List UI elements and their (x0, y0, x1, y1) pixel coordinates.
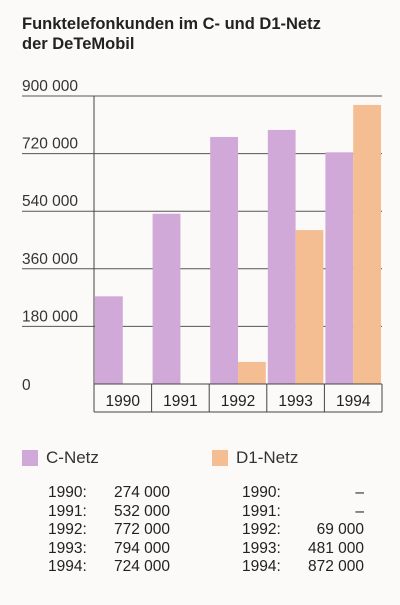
table-row: 1993: 481 000 (242, 540, 364, 559)
bar-c-netz-1992 (210, 136, 238, 384)
title-line-1: Funktelefonkunden im C- und D1-Netz (22, 15, 321, 33)
table-row: 1993: 794 000 (48, 540, 170, 559)
legend-label-c-netz: C-Netz (46, 448, 99, 467)
table-year: 1991: (48, 502, 87, 520)
legend-c-netz: C-Netz (22, 446, 99, 470)
y-tick-label: 900 000 (22, 80, 78, 95)
table-d1-netz: 1990: – 1991: – 1992: 69 000 1993: 481 000 1… (242, 484, 364, 577)
table-row: 1990: – (242, 484, 364, 503)
y-tick-label: 540 000 (22, 193, 78, 210)
bar-d1-netz-1993 (295, 230, 324, 384)
legend-swatch-c-netz (22, 450, 38, 466)
table-year: 1993: (242, 539, 281, 557)
table-value: 481 000 (307, 539, 364, 557)
table-value: 794 000 (113, 539, 170, 557)
table-c-netz: 1990: 274 000 1991: 532 000 1992: 772 000 1… (48, 484, 170, 577)
table-value: 69 000 (316, 521, 364, 538)
bar-chart: 0 180 000 360 000 540 000 720 000 900 000 199… (22, 80, 383, 413)
table-year: 1994: (242, 558, 281, 575)
table-value: 772 000 (113, 521, 170, 538)
title-line-2: der DeTeMobil (22, 35, 135, 53)
y-tick-label: 180 000 (22, 308, 78, 325)
table-value: – (355, 502, 364, 520)
bar-c-netz-1993 (267, 129, 296, 384)
table-row: 1992: 69 000 (242, 521, 364, 540)
table-year: 1994: (48, 558, 87, 575)
table-value: 532 000 (113, 502, 170, 520)
table-row: 1991: 532 000 (48, 503, 170, 522)
table-year: 1992: (242, 521, 281, 538)
chart-title: Funktelefonkunden im C- und D1-Netz der … (22, 14, 392, 54)
legend-swatch-d1-netz (212, 450, 228, 466)
y-tick-label: 360 000 (22, 251, 78, 268)
x-tick-label: 1994 (336, 393, 371, 410)
legend-label-d1-netz: D1-Netz (236, 448, 299, 467)
table-year: 1991: (242, 502, 281, 520)
bar-c-netz-1994 (325, 152, 354, 384)
table-year: 1992: (48, 521, 87, 538)
table-year: 1993: (48, 539, 87, 557)
table-year: 1990: (48, 484, 87, 501)
table-row: 1990: 274 000 (48, 484, 170, 503)
table-value: – (355, 484, 364, 501)
table-row: 1994: 724 000 (48, 558, 170, 577)
x-tick-label: 1993 (278, 393, 312, 410)
bar-d1-netz-1994 (353, 104, 381, 385)
table-row: 1994: 872 000 (242, 558, 364, 577)
table-row: 1992: 772 000 (48, 521, 170, 540)
table-row: 1991: – (242, 503, 364, 522)
table-value: 724 000 (113, 558, 170, 575)
y-tick-label: 0 (22, 377, 31, 394)
x-tick-label: 1991 (163, 393, 197, 410)
table-value: 274 000 (113, 484, 170, 501)
x-tick-label: 1990 (106, 393, 141, 410)
table-year: 1990: (242, 484, 281, 501)
bar-c-netz-1991 (152, 213, 181, 384)
y-tick-label: 720 000 (22, 136, 78, 153)
bar-c-netz-1990 (95, 296, 123, 384)
bar-d1-netz-1992 (238, 361, 266, 384)
x-tick-label: 1992 (221, 393, 255, 410)
legend-d1-netz: D1-Netz (212, 446, 298, 470)
table-value: 872 000 (307, 558, 364, 575)
